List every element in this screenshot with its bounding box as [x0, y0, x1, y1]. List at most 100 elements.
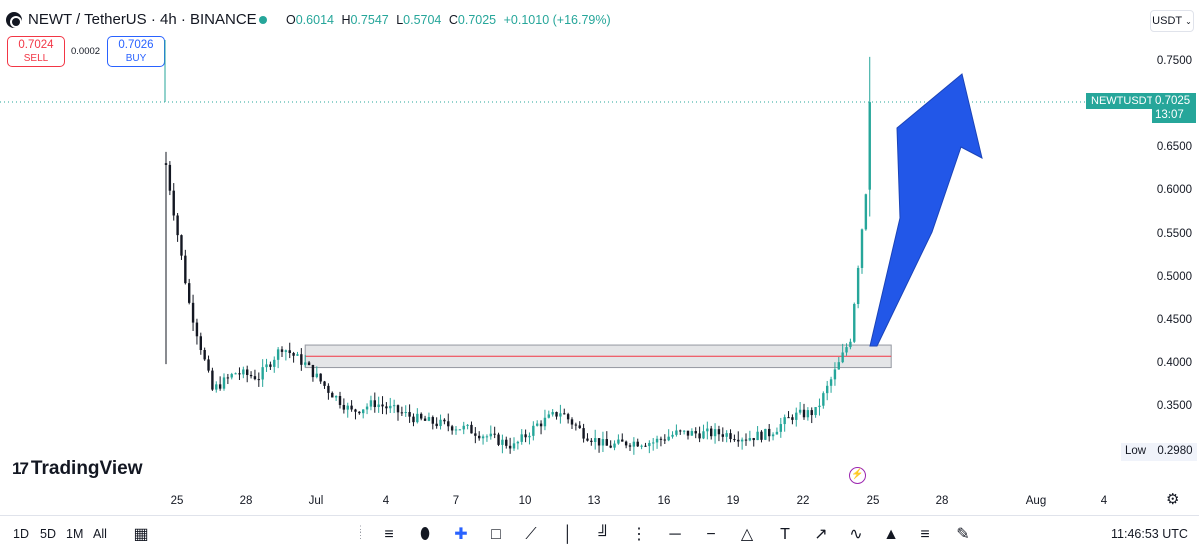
candle-body [412, 416, 415, 423]
candle-body [864, 194, 868, 230]
candle-body [853, 303, 856, 342]
candle-body [675, 430, 678, 435]
candle-body [238, 373, 241, 375]
close-value: 0.7025 [457, 13, 497, 27]
range-all-button[interactable]: All [93, 527, 107, 541]
buy-button[interactable]: 0.7026 BUY [107, 36, 165, 67]
time-axis-label: 10 [518, 495, 532, 507]
candle-body [365, 406, 369, 410]
price-axis-label: 0.7500 [1156, 55, 1192, 67]
candle-body [613, 443, 616, 448]
candle-body [795, 412, 798, 420]
time-axis-label: 25 [170, 495, 184, 507]
candle-body [276, 349, 280, 360]
candle-body [369, 400, 373, 407]
candle-body [265, 364, 268, 368]
candle-body [273, 359, 276, 367]
candle-body [605, 439, 608, 446]
calendar-goto-icon[interactable]: ▦ [133, 526, 149, 543]
candle-body [501, 439, 504, 445]
range-1m-button[interactable]: 1M [66, 527, 84, 541]
candle-body [694, 431, 697, 434]
text-tool-icon[interactable]: T [780, 526, 790, 543]
candle-body [849, 341, 852, 348]
candle-body [601, 439, 605, 446]
path-tool-icon[interactable]: ∿ [849, 526, 863, 543]
candle-body [443, 419, 446, 422]
time-axis-label: 28 [935, 495, 949, 507]
lightning-event-icon[interactable]: ⚡ [849, 467, 866, 484]
candle-body [404, 412, 407, 414]
breakout-arrow[interactable] [869, 73, 983, 347]
trend-line-icon[interactable]: ⟋ [525, 526, 537, 543]
candle-body [218, 384, 222, 389]
candle-body [536, 423, 539, 426]
candle-body [164, 163, 168, 165]
tradingview-logo[interactable]: 17 TradingView [12, 458, 143, 480]
candle-body [667, 436, 670, 441]
candle-body [806, 410, 810, 418]
horizontal-line-icon[interactable]: ─ [669, 526, 681, 543]
last-price-tag: 0.7025 13:07 [1152, 93, 1196, 123]
candle-body [292, 353, 295, 356]
candle-body [249, 374, 253, 377]
candle-body [516, 441, 520, 444]
rectangle-tool-icon[interactable]: □ [491, 526, 501, 543]
crosshair-tool-icon[interactable]: ✚ [454, 526, 468, 543]
candle-body [253, 376, 257, 380]
candle-body [485, 436, 489, 438]
arrow-tool-icon[interactable]: ↗ [814, 526, 828, 543]
time-axis-label: 19 [726, 495, 740, 507]
candle-body [454, 429, 458, 431]
pattern-tool-icon[interactable]: ▲ [883, 526, 899, 543]
candle-body [543, 417, 547, 427]
candle-body [655, 438, 659, 443]
range-5d-button[interactable]: 5D [40, 527, 56, 541]
candle-body [710, 428, 713, 437]
candle-body [648, 442, 651, 447]
candle-body [690, 431, 694, 436]
candle-body [222, 377, 226, 389]
long-position-icon[interactable]: ≡ [920, 526, 930, 543]
fib-tool-icon[interactable]: ╝ [598, 526, 610, 543]
candle-body [574, 424, 578, 426]
candle-body [396, 405, 400, 413]
lines-tool-icon[interactable]: ≡ [384, 526, 394, 543]
candle-body [555, 412, 558, 417]
pitchfork-icon[interactable]: ⋮ [631, 526, 647, 543]
candle-body [868, 102, 871, 190]
time-axis-label: 28 [239, 495, 253, 507]
candle-body [423, 418, 427, 421]
symbol-title[interactable]: NEWT / TetherUS · 4h · BINANCE [28, 11, 257, 28]
drag-handle-icon[interactable]: ⋮ ⋮ [356, 524, 365, 540]
gear-icon[interactable]: ⚙ [1166, 491, 1180, 508]
candle-body [304, 362, 307, 365]
candle-body [497, 434, 500, 445]
vertical-line-icon[interactable]: │ [563, 526, 573, 543]
candle-body [609, 445, 612, 448]
candle-body [195, 322, 199, 337]
shapes-tool-icon[interactable]: ⬮ [419, 526, 431, 543]
range-1d-button[interactable]: 1D [13, 527, 29, 541]
horizontal-ray-icon[interactable]: − [706, 526, 716, 543]
utc-clock[interactable]: 11:46:53 UTC [1111, 527, 1188, 541]
candle-body [288, 350, 291, 354]
candle-body [257, 379, 260, 381]
candle-body [791, 417, 794, 420]
candle-body [373, 400, 376, 408]
currency-selector[interactable]: USDT ⌄ [1150, 10, 1194, 32]
candle-body [261, 367, 264, 380]
bottom-toolbar: 1D 5D 1M All ▦ ⋮ ⋮ ≡ ⬮ ✚ □ ⟋ │ ╝ ⋮ ─ − △ … [0, 515, 1199, 552]
candle-body [470, 424, 473, 434]
candle-body [744, 439, 748, 441]
brush-tool-icon[interactable]: ✎ [956, 526, 970, 543]
candle-body [860, 229, 864, 268]
market-status-icon[interactable] [259, 16, 267, 24]
triangle-pattern-icon[interactable]: △ [740, 526, 754, 543]
buy-label: BUY [125, 53, 147, 64]
sell-button[interactable]: 0.7024 SELL [7, 36, 65, 67]
candle-body [663, 439, 666, 441]
low-price-tag: Low 0.2980 [1121, 443, 1197, 461]
time-axis-label: 22 [796, 495, 810, 507]
